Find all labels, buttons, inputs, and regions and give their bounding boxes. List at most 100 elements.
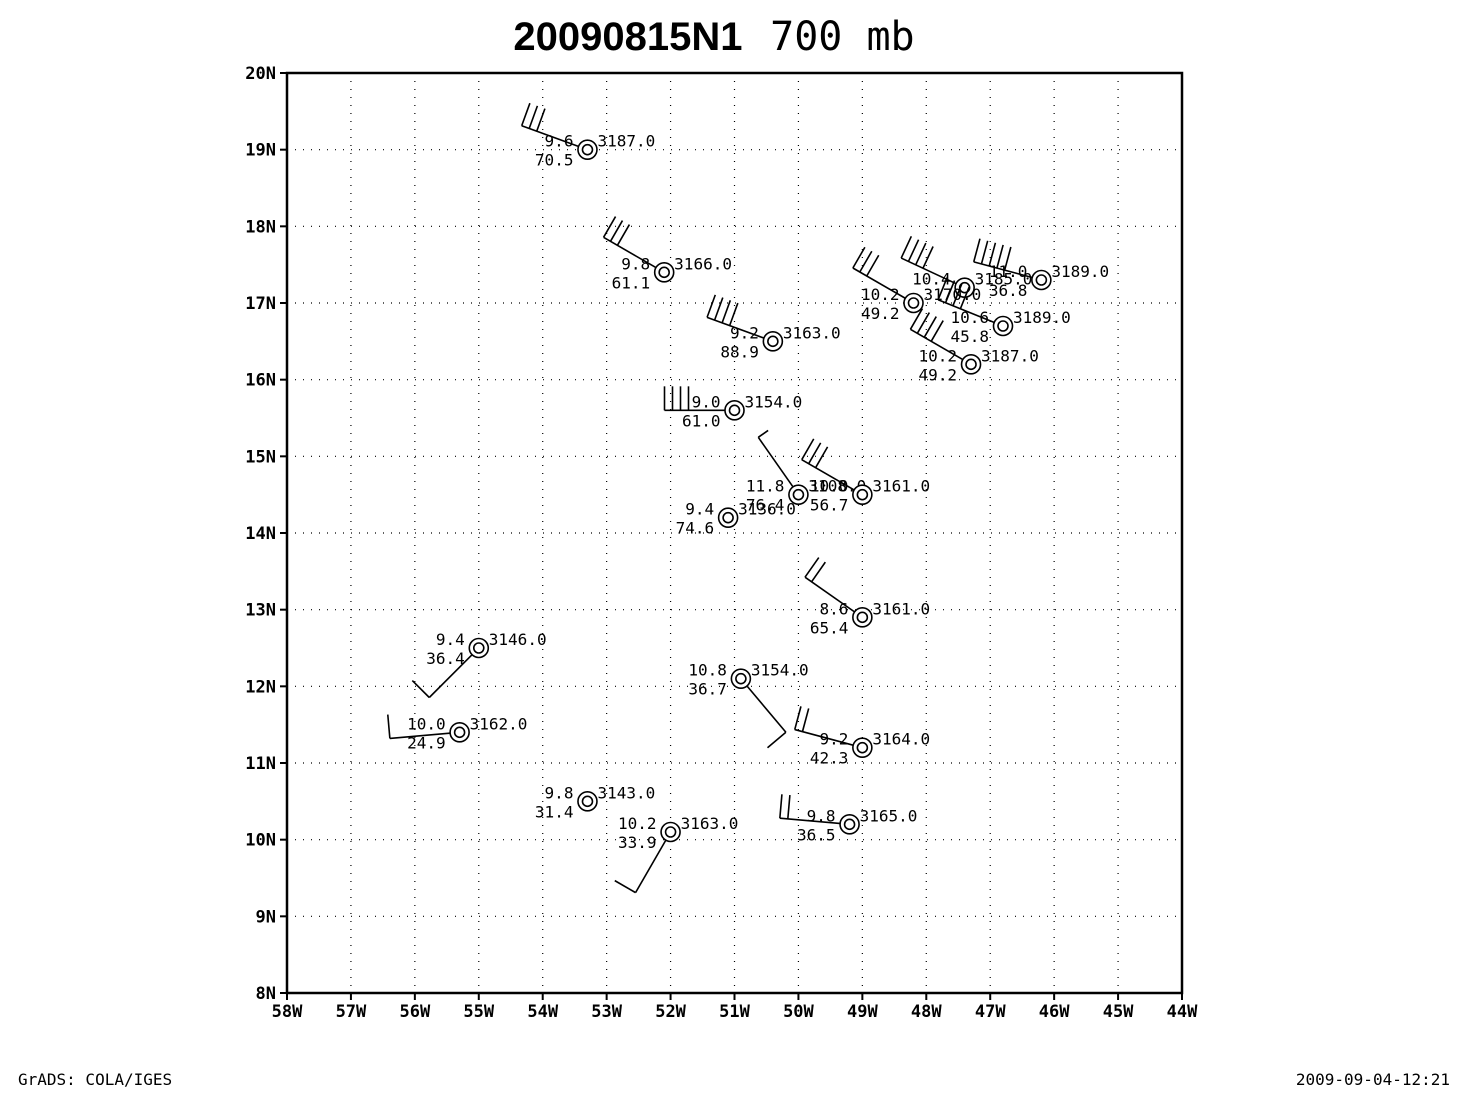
plot-title-id: 20090815N1 xyxy=(513,15,742,59)
wind-barb-full xyxy=(988,242,997,267)
station-circle-inner xyxy=(453,726,466,739)
station-circle-outer xyxy=(717,507,739,528)
y-tick-label: 11N xyxy=(245,754,276,774)
station-circle-inner xyxy=(728,404,741,417)
wind-barb-full xyxy=(804,557,820,578)
station-circle-outer xyxy=(449,722,470,743)
station-circle-outer xyxy=(788,484,809,505)
wind-barb-full xyxy=(907,239,920,262)
station-humidity: 42.3 xyxy=(810,749,849,768)
y-tick-label: 19N xyxy=(245,141,276,161)
y-tick-label: 17N xyxy=(245,294,276,314)
station-height: 3187.0 xyxy=(597,132,655,151)
station: 10.836.7 3154.0 xyxy=(688,661,809,749)
station-circle-inner xyxy=(658,266,670,279)
wind-barb-full xyxy=(909,308,924,330)
station-humidity: 36.7 xyxy=(688,680,727,699)
station-height: 3161.0 xyxy=(872,599,930,618)
station: 9.242.3 3164.0 xyxy=(793,706,930,768)
wind-barb-shaft xyxy=(757,436,794,487)
station-circle-outer xyxy=(730,668,752,689)
y-tick-label: 8N xyxy=(256,984,276,1004)
wind-barb-full xyxy=(852,246,866,269)
station-humidity: 33.9 xyxy=(618,833,657,852)
station: 9.061.0 3154.0 xyxy=(663,386,802,430)
x-tick-label: 58W xyxy=(272,1002,303,1022)
station-humidity: 24.9 xyxy=(407,733,446,752)
wind-barb-full xyxy=(520,102,531,126)
station-humidity: 49.2 xyxy=(919,365,958,384)
station-circle-outer xyxy=(852,737,873,758)
station-humidity: 61.1 xyxy=(612,273,651,292)
station-humidity: 36.4 xyxy=(426,649,465,668)
station-temperature: 10.4 xyxy=(912,270,951,289)
x-tick-label: 56W xyxy=(399,1002,430,1022)
station-circle-outer xyxy=(1031,269,1052,291)
wind-barb-full xyxy=(930,320,944,342)
wind-barb-shaft xyxy=(746,685,787,733)
y-tick-label: 20N xyxy=(245,64,276,84)
station-humidity: 65.4 xyxy=(810,618,849,637)
station-height: 3165.0 xyxy=(860,806,918,825)
wind-barb-full xyxy=(972,238,981,263)
station-circle-inner xyxy=(792,488,805,501)
wind-barb-full xyxy=(801,708,810,732)
wind-barb-full xyxy=(616,224,631,246)
station: 10.645.8 3189.0 xyxy=(937,277,1071,346)
station: 9.474.6 3136.0 xyxy=(676,500,796,538)
station: 9.288.9 3163.0 xyxy=(706,294,841,361)
wind-barb-full xyxy=(922,246,934,269)
wind-barb-shaft xyxy=(937,299,995,323)
station-height: 3187.0 xyxy=(981,346,1039,365)
station: 9.436.4 3146.0 xyxy=(411,630,547,699)
station: 11.876.4 3108.0 xyxy=(746,429,866,515)
station: 10.024.9 3162.0 xyxy=(386,714,527,752)
station-height: 3161.0 xyxy=(872,477,930,496)
wind-barb-full xyxy=(952,283,963,307)
y-tick-label: 16N xyxy=(245,371,276,391)
station-temperature: 9.2 xyxy=(730,323,759,342)
station: 9.670.5 3187.0 xyxy=(520,102,655,170)
wind-barb-full xyxy=(814,446,829,469)
station-circle-inner xyxy=(664,826,677,838)
station-circle-outer xyxy=(577,139,598,160)
wind-barb-shaft xyxy=(706,316,764,339)
footer-timestamp: 2009-09-04-12:21 xyxy=(1295,1070,1450,1089)
wind-barb-shaft xyxy=(389,732,450,740)
station-height: 3166.0 xyxy=(674,254,732,273)
y-tick-label: 13N xyxy=(245,601,276,621)
station: 8.665.4 3161.0 xyxy=(804,557,930,637)
station: 9.836.5 3165.0 xyxy=(779,794,918,844)
station-height: 3108.0 xyxy=(808,477,866,496)
grid-lines xyxy=(287,73,1182,993)
station-circle-inner xyxy=(997,320,1009,332)
station-circle-outer xyxy=(992,315,1014,337)
station-temperature: 10.8 xyxy=(688,661,727,680)
x-tick-label: 49W xyxy=(847,1002,878,1022)
wind-barb-full xyxy=(602,216,617,238)
station-circle-inner xyxy=(1035,274,1048,286)
station-circle-inner xyxy=(907,297,920,309)
station-circle-outer xyxy=(852,607,873,628)
footer-credit: GrADS: COLA/IGES xyxy=(18,1070,173,1089)
station-temperature: 8.6 xyxy=(819,599,848,618)
wind-barb-full xyxy=(900,235,913,259)
station: 9.861.1 3166.0 xyxy=(602,216,732,292)
station-height: 3136.0 xyxy=(738,500,796,519)
x-tick-label: 46W xyxy=(1039,1002,1070,1022)
station-temperature: 9.8 xyxy=(807,806,836,825)
station-humidity: 45.8 xyxy=(950,327,989,346)
station-temperature: 9.6 xyxy=(545,132,574,151)
wind-barb-shaft xyxy=(428,654,473,699)
station-temperature: 10.2 xyxy=(861,285,900,304)
station-circle-outer xyxy=(960,354,982,375)
station-height: 3143.0 xyxy=(597,783,655,802)
station-humidity: 36.8 xyxy=(989,281,1028,300)
x-tick-label: 53W xyxy=(591,1002,622,1022)
station-circle-inner xyxy=(856,611,869,624)
x-tick-label: 52W xyxy=(655,1002,686,1022)
axis-ticks: 58W 57W 56W 55W 54W 53W 52W 51W 50W 49W 48W 47W 46W 4… xyxy=(245,64,1198,1022)
wind-barb-full xyxy=(937,277,948,301)
station-height: 3163.0 xyxy=(681,814,739,833)
